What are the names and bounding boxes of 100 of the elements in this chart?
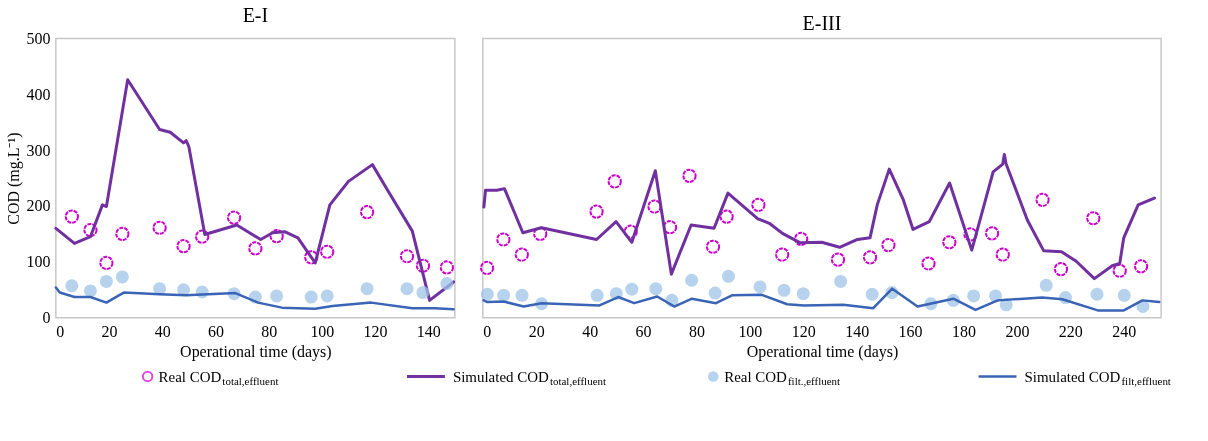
point [1133,259,1149,274]
line-series [54,78,456,302]
x-tick-label: 180 [952,323,976,341]
point [796,287,810,301]
point [1035,192,1050,207]
x-tick-label: 100 [310,323,335,341]
x-tick-label: 120 [791,323,816,341]
point [83,222,98,238]
x-tick-label: 100 [738,323,763,341]
point [99,255,114,271]
point [623,224,638,239]
point [1090,287,1104,301]
point [65,279,79,293]
point [496,232,511,247]
point [794,231,809,247]
point [320,289,334,303]
point [705,239,721,254]
point [497,288,511,302]
point [662,220,678,235]
y-tick-label: 300 [26,141,51,159]
point [269,229,284,244]
point [607,174,622,189]
point [721,269,735,283]
point [439,260,454,275]
point [590,288,604,302]
point [479,260,495,276]
point [942,235,957,250]
point [1053,262,1069,277]
point [400,282,414,296]
point [399,249,415,264]
x-tick-label: 240 [1112,323,1137,341]
point [649,282,663,296]
point [115,270,129,284]
point [921,256,936,271]
point [1039,278,1053,292]
point [777,283,791,297]
x-tick-label: 80 [261,323,278,341]
x-tick-label: 120 [363,323,388,341]
point [515,288,529,302]
x-tick-label: 40 [154,323,171,341]
x-tick-label: 0 [483,323,492,341]
point [775,247,790,262]
point [195,229,210,244]
point [304,250,319,265]
point [963,227,978,242]
point [625,282,639,296]
point [480,287,494,301]
y-tick-label: 500 [26,29,51,47]
point [719,209,734,224]
x-tick-label: 140 [845,323,870,341]
x-tick-label: 140 [416,323,441,341]
x-tick-label: 40 [582,323,599,341]
x-tick-label: 20 [528,323,545,341]
x-tick-label: 60 [207,323,224,341]
point [647,199,662,214]
point [99,274,113,288]
x-tick-label: 20 [101,323,118,341]
point [967,289,981,303]
y-tick-label: 400 [26,85,51,103]
point [176,239,191,254]
point [320,244,335,259]
point [304,290,318,304]
x-tick-label: 0 [56,323,65,341]
point [360,282,374,296]
point [881,237,896,253]
point [1112,263,1127,278]
point [834,274,848,288]
point [862,250,878,265]
point [416,286,430,300]
x-tick-label: 160 [898,323,923,341]
point [685,273,699,287]
point [115,226,130,241]
y-tick-label: 0 [42,309,51,327]
point [830,252,846,267]
point [753,280,767,294]
chart-title: E-III [802,12,842,35]
x-tick-label: 220 [1058,323,1083,341]
x-axis-title: Operational time (days) [180,343,332,362]
point [1117,288,1131,302]
point [64,209,79,224]
point [751,197,766,212]
x-tick-label: 80 [688,323,705,341]
y-tick-label: 100 [26,253,51,271]
point [984,226,1000,241]
point [415,258,431,273]
point [1086,211,1101,226]
x-tick-label: 60 [635,323,652,341]
chart-title: E-I [242,4,269,27]
point [514,247,529,262]
point [248,241,263,256]
point [83,284,97,298]
point [226,210,242,225]
point [995,247,1010,262]
y-tick-label: 200 [26,197,51,215]
x-tick-label: 200 [1005,323,1030,341]
point [270,289,284,303]
point [440,277,454,291]
point [152,220,167,235]
point [682,168,697,183]
point [589,204,604,219]
